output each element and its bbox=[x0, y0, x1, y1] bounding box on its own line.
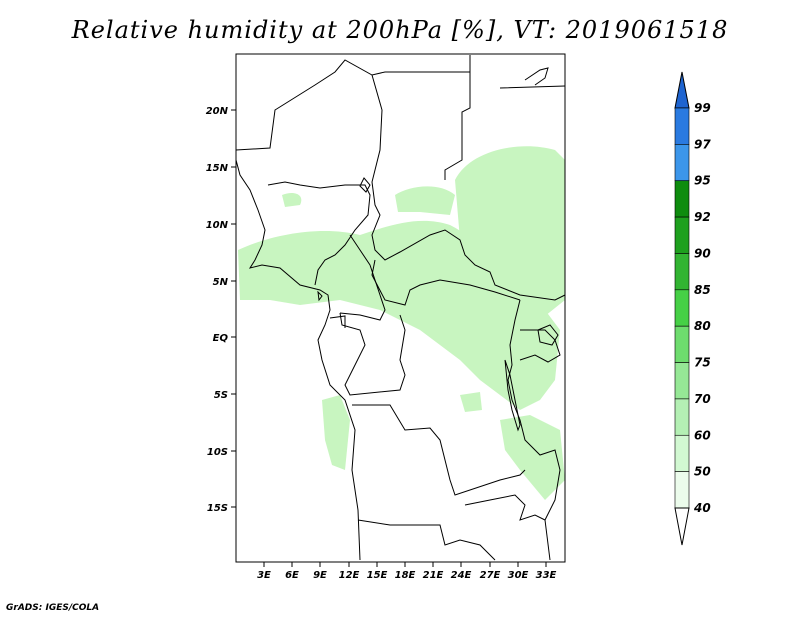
map-frame bbox=[235, 53, 566, 563]
lon-label: 9E bbox=[313, 570, 327, 581]
lat-axis bbox=[231, 109, 236, 508]
colorbar-swatch bbox=[674, 216, 690, 254]
lon-label: 24E bbox=[451, 570, 472, 581]
border-sahara bbox=[235, 59, 471, 180]
lat-labels: 20N 15N 10N 5N EQ 5S 10S 15S bbox=[206, 106, 229, 514]
colorbar-label: 70 bbox=[694, 392, 711, 406]
lon-label: 6E bbox=[285, 570, 299, 581]
colorbar-swatch bbox=[674, 107, 690, 145]
humidity-patch-south bbox=[460, 392, 482, 412]
border-north-east bbox=[469, 55, 566, 108]
colorbar-swatch bbox=[674, 253, 690, 291]
lon-label: 3E bbox=[257, 570, 271, 581]
colorbar-top-arrow bbox=[674, 71, 690, 109]
map-borders bbox=[235, 55, 566, 561]
colorbar-swatch bbox=[674, 180, 690, 218]
lat-label: 10S bbox=[207, 447, 228, 458]
humidity-field bbox=[238, 146, 565, 500]
colorbar-swatch bbox=[674, 325, 690, 363]
border-zambia bbox=[464, 494, 546, 521]
lake-tanganyika bbox=[504, 359, 521, 432]
border-car bbox=[371, 259, 521, 306]
lake-chad bbox=[359, 177, 371, 193]
humidity-patch-se bbox=[500, 415, 565, 500]
lon-label: 21E bbox=[423, 570, 444, 581]
map-title: Relative humidity at 200hPa [%], VT: 201… bbox=[71, 16, 729, 44]
colorbar-label: 80 bbox=[694, 319, 711, 333]
border-cameroon bbox=[339, 234, 386, 321]
lat-label: 15S bbox=[207, 503, 228, 514]
colorbar-label: 75 bbox=[694, 356, 711, 370]
sea-red bbox=[524, 67, 549, 86]
humidity-patch-east bbox=[455, 146, 565, 320]
colorbar-label: 85 bbox=[694, 283, 711, 297]
lon-labels: 3E 6E 9E 12E 15E 18E 21E 24E 27E 30E 33E bbox=[257, 570, 556, 581]
humidity-patch-nw bbox=[282, 193, 302, 207]
lat-label: 5N bbox=[213, 277, 229, 288]
lat-label: 10N bbox=[206, 220, 229, 231]
colorbar-swatch bbox=[674, 289, 690, 327]
lat-label: 5S bbox=[214, 390, 228, 401]
border-nigeria bbox=[267, 181, 371, 286]
lon-label: 18E bbox=[395, 570, 416, 581]
lon-label: 30E bbox=[508, 570, 529, 581]
colorbar-swatch bbox=[674, 362, 690, 400]
coastline-west bbox=[235, 159, 361, 561]
colorbar: 99 97 95 92 90 85 80 75 70 60 50 40 bbox=[674, 71, 711, 546]
humidity-patch-sw bbox=[322, 395, 350, 470]
border-drc-angola bbox=[352, 404, 526, 496]
island-bioko bbox=[317, 290, 323, 302]
colorbar-label: 95 bbox=[694, 174, 711, 188]
lat-label: 15N bbox=[206, 163, 229, 174]
colorbar-label: 40 bbox=[693, 501, 711, 515]
lat-label: 20N bbox=[206, 106, 229, 117]
border-angola-south bbox=[357, 519, 496, 561]
humidity-patch-central bbox=[238, 220, 560, 410]
humidity-patch-north bbox=[395, 186, 455, 215]
colorbar-swatch bbox=[674, 144, 690, 182]
border-gabon bbox=[329, 315, 346, 328]
colorbar-label: 60 bbox=[694, 428, 711, 442]
colorbar-label: 90 bbox=[694, 246, 711, 260]
grads-credit: GrADS: IGES/COLA bbox=[6, 603, 100, 613]
lon-label: 12E bbox=[339, 570, 360, 581]
colorbar-swatch bbox=[674, 434, 690, 472]
colorbar-swatch bbox=[674, 471, 690, 509]
lon-label: 15E bbox=[367, 570, 388, 581]
colorbar-label: 50 bbox=[694, 465, 711, 479]
colorbar-label: 97 bbox=[694, 137, 711, 151]
lat-label: EQ bbox=[213, 333, 229, 344]
colorbar-label: 92 bbox=[694, 210, 711, 224]
border-congo bbox=[339, 312, 406, 396]
lon-label: 27E bbox=[480, 570, 501, 581]
border-east-africa bbox=[507, 299, 561, 561]
colorbar-label: 99 bbox=[694, 101, 711, 115]
lon-axis bbox=[263, 562, 547, 567]
colorbar-bottom-arrow bbox=[674, 507, 690, 546]
lon-label: 33E bbox=[536, 570, 557, 581]
border-chad bbox=[371, 74, 566, 301]
border-lake-region bbox=[519, 329, 561, 363]
colorbar-swatch bbox=[674, 398, 690, 436]
lake-victoria bbox=[537, 324, 559, 346]
